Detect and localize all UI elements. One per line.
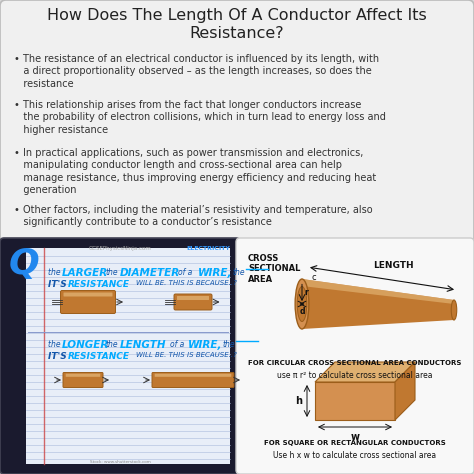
Text: the: the [223,340,236,349]
Text: WIRE,: WIRE, [188,340,222,350]
Text: LARGER: LARGER [62,268,108,278]
Text: LENGTH: LENGTH [373,261,413,270]
FancyBboxPatch shape [64,292,112,297]
FancyBboxPatch shape [174,294,212,310]
FancyBboxPatch shape [0,0,474,250]
Text: WILL BE. THIS IS BECAUSE..?: WILL BE. THIS IS BECAUSE..? [136,280,237,286]
Ellipse shape [295,279,309,329]
Text: DIAMETER: DIAMETER [120,268,180,278]
FancyBboxPatch shape [61,291,116,313]
Text: RESISTANCE: RESISTANCE [68,352,130,361]
Text: FOR CIRCULAR CROSS SECTIONAL AREA CONDUCTORS: FOR CIRCULAR CROSS SECTIONAL AREA CONDUC… [248,360,462,366]
Text: h: h [295,396,302,406]
FancyBboxPatch shape [152,373,234,388]
Text: CROSS
SECTIONAL
AREA: CROSS SECTIONAL AREA [248,254,301,284]
Ellipse shape [297,286,307,321]
Text: Q: Q [9,247,40,281]
Text: IT'S: IT'S [48,280,70,289]
Text: How Does The Length Of A Conductor Affect Its: How Does The Length Of A Conductor Affec… [47,8,427,23]
Text: • This relationship arises from the fact that longer conductors increase
   the : • This relationship arises from the fact… [14,100,386,135]
FancyBboxPatch shape [177,296,209,300]
Text: WILL BE. THIS IS BECAUSE..?: WILL BE. THIS IS BECAUSE..? [136,352,237,358]
Ellipse shape [451,300,457,320]
Text: IT'S: IT'S [48,352,70,361]
Text: • In practical applications, such as power transmission and electronics,
   mani: • In practical applications, such as pow… [14,148,376,195]
Text: the: the [106,268,118,277]
Polygon shape [315,382,395,420]
FancyBboxPatch shape [26,248,230,464]
Text: the: the [106,340,118,349]
Text: • Other factors, including the material’s resistivity and temperature, also
   s: • Other factors, including the material’… [14,205,373,228]
Text: Stock: www.shutterstock.com: Stock: www.shutterstock.com [90,460,150,464]
Text: ELECTRICITY: ELECTRICITY [186,246,230,251]
Text: use π r² to calculate cross sectional area: use π r² to calculate cross sectional ar… [277,371,433,380]
FancyBboxPatch shape [0,238,240,474]
Text: c: c [311,273,316,282]
Text: GCSEPhysicsNinja.com: GCSEPhysicsNinja.com [89,246,151,251]
Text: the: the [48,340,63,349]
Polygon shape [302,279,454,304]
Polygon shape [302,279,454,329]
Text: r: r [304,288,308,297]
Text: LONGER: LONGER [62,340,109,350]
Text: of a: of a [170,340,184,349]
Text: FOR SQUARE OR RECTANGULAR CONDUCTORS: FOR SQUARE OR RECTANGULAR CONDUCTORS [264,440,446,446]
FancyBboxPatch shape [63,373,103,388]
Text: of a: of a [178,268,192,277]
Text: w: w [350,432,359,442]
Text: LENGTH: LENGTH [120,340,166,350]
Text: • The resistance of an electrical conductor is influenced by its length, with
  : • The resistance of an electrical conduc… [14,54,379,89]
Text: the: the [233,268,246,277]
Text: the: the [48,268,63,277]
Polygon shape [315,362,415,382]
Text: Resistance?: Resistance? [190,26,284,41]
Text: Use h x w to calculate cross sectional area: Use h x w to calculate cross sectional a… [273,451,437,460]
FancyBboxPatch shape [236,238,474,474]
FancyBboxPatch shape [155,374,231,377]
Polygon shape [395,362,415,420]
Text: d: d [299,307,305,316]
Text: WIRE,: WIRE, [198,268,233,278]
FancyBboxPatch shape [66,374,100,377]
Text: RESISTANCE: RESISTANCE [68,280,130,289]
